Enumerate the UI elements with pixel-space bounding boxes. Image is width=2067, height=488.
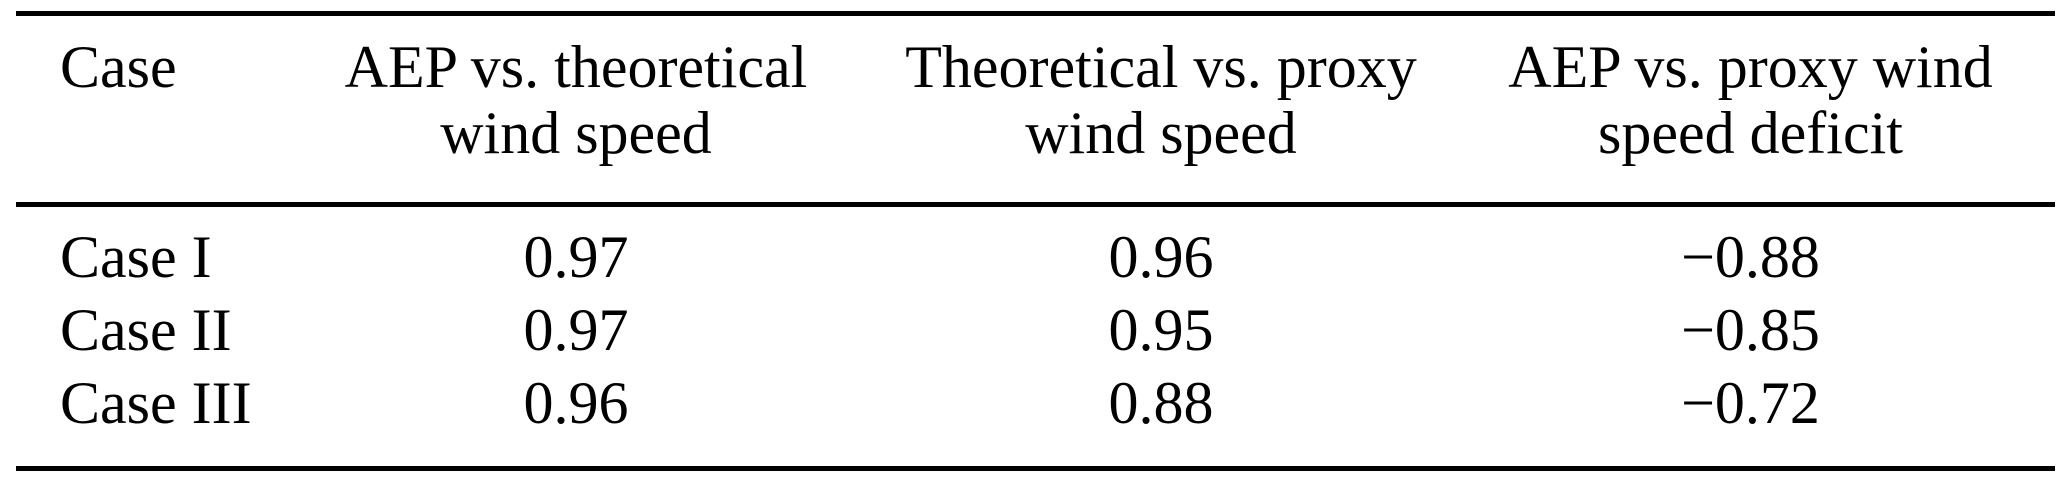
column-header-aep-vs-theoretical: AEP vs. theoretical wind speed: [276, 14, 876, 205]
cell-value: −0.88: [1681, 224, 1820, 290]
row-label: Case II: [60, 297, 232, 363]
column-header-case-label: Case: [60, 34, 177, 100]
cell-value: −0.85: [1681, 297, 1820, 363]
cell-value: 0.88: [1108, 370, 1214, 436]
cell-value: 0.97: [523, 297, 629, 363]
cell-value: 0.96: [523, 370, 629, 436]
cell-value: 0.95: [1108, 297, 1214, 363]
row-label: Case I: [60, 224, 212, 290]
column-header-aep-vs-theoretical-label: AEP vs. theoretical wind speed: [344, 34, 808, 166]
header-row: Case AEP vs. theoretical wind speed Theo…: [16, 14, 2055, 205]
column-header-theoretical-vs-proxy-label: Theoretical vs. proxy wind speed: [905, 34, 1417, 166]
cell-value: 0.96: [1108, 224, 1214, 290]
results-table: Case AEP vs. theoretical wind speed Theo…: [16, 11, 2055, 471]
column-header-theoretical-vs-proxy: Theoretical vs. proxy wind speed: [876, 14, 1446, 205]
table-row-case-2: Case II 0.97 0.95 −0.85: [16, 294, 2055, 367]
table-row-case-1: Case I 0.97 0.96 −0.88: [16, 205, 2055, 295]
column-header-aep-vs-proxy-deficit: AEP vs. proxy wind speed deficit: [1446, 14, 2055, 205]
cell-value: −0.72: [1681, 370, 1820, 436]
table-header: Case AEP vs. theoretical wind speed Theo…: [16, 14, 2055, 205]
table-row-case-3: Case III 0.96 0.88 −0.72: [16, 367, 2055, 469]
row-label: Case III: [60, 370, 252, 436]
column-header-aep-vs-proxy-deficit-label: AEP vs. proxy wind speed deficit: [1508, 34, 1993, 166]
cell-value: 0.97: [523, 224, 629, 290]
column-header-case: Case: [16, 14, 276, 205]
table-body: Case I 0.97 0.96 −0.88 Case II 0.97 0.95…: [16, 205, 2055, 469]
